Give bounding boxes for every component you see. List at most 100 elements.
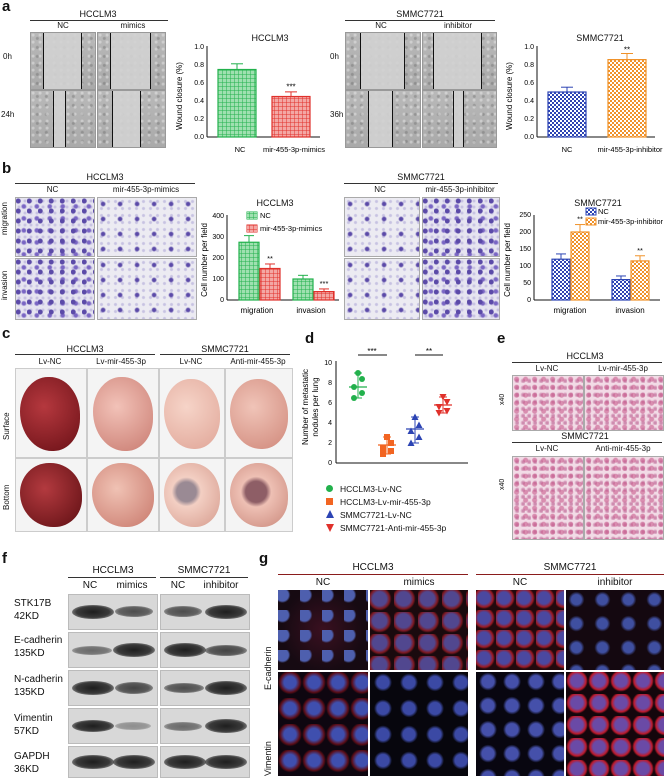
c-lung-bottom-3 [159,458,225,532]
g-col3: NC [512,577,528,588]
b-right-group-2: invasion [615,306,644,315]
f-lane3: NC [170,580,186,591]
b-right-group-1: migration [554,306,587,315]
a-left-bars: *** [217,63,311,138]
f-group1: HCCLM3 [92,565,134,576]
sig-label: *** [320,279,329,288]
point-SMMC7721-Anti-mir-455-3p [443,399,451,406]
a-right-ylabel: Wound closure (%) [505,62,514,130]
e-rule1 [512,362,662,363]
e-group2: SMMC7721 [561,431,609,441]
b-left-ylabel: Cell number per field [200,223,209,297]
a-right-row2: 36h [330,110,344,119]
f-blot-4a [68,708,158,744]
legend-item: HCCLM3-Lv-mir-455-3p [340,497,431,507]
g-img-ecad-smmc-nc [476,590,564,670]
f-rule2 [160,577,248,578]
f-blot-5a [68,746,158,778]
panel-f-label: f [2,550,7,567]
ytick: 1.0 [524,44,534,51]
point-SMMC7721-Lv-NC [407,427,415,434]
bar-migration-NC [238,241,260,301]
legend-inv-triangle-icon [326,524,334,532]
ytick: 100 [519,263,531,270]
a-left-yticks: 0.0 0.2 0.4 0.6 0.8 1.0 [194,44,204,141]
ytick: 4 [328,420,332,427]
bar-migration-mir-455-3p-mimics [259,267,281,301]
f-blot-2b [160,632,250,668]
e-col2: Lv-mir-455-3p [598,364,648,373]
panel-d-label: d [305,330,315,347]
b-left-group-2: invasion [296,306,325,315]
e-rule2 [512,442,662,443]
ytick: 250 [519,212,531,219]
g-img-vim-hcclm3-mimics [370,672,468,776]
f-blot-1a [68,594,158,630]
a-left-xcat-1: NC [235,145,246,154]
a-right-chart-title: SMMC7721 [576,33,624,43]
b-right-nc-migration-image [344,197,420,257]
ytick: 0.0 [524,134,534,141]
e-mag-1: x40 [499,393,506,405]
b-left-cell-line: HCCLM3 [86,172,124,182]
a-left-row1: 0h [3,52,12,61]
g-rule1 [278,574,468,575]
point-HCCLM3-Lv-NC [359,376,365,382]
ytick: 200 [519,229,531,236]
ytick: 50 [523,280,531,287]
point-HCCLM3-Lv-NC [359,390,365,396]
transwell-chart-hcclm3: Cell number per field 0 100 200 300 400 … [200,211,339,315]
b-left-row1: migration [0,202,9,235]
f-blot-3b [160,670,250,706]
f-blot-5b [160,746,250,778]
f-rule1 [68,577,156,578]
b-left-group-1: migration [241,306,274,315]
e-mag-2: x40 [499,478,506,490]
panel-c-label: c [2,325,11,342]
f-protein-5: GAPDH 36KD [14,751,50,775]
a-right-nc-0h-image [345,32,421,90]
f-protein-3: N-cadherin 135KD [14,674,63,698]
point-HCCLM3-Lv-mir-455-3p [380,445,386,451]
g-row1: E-cadherin [263,646,273,690]
b-right-bars: ** ** [551,215,650,301]
f-blot-3a [68,670,158,706]
panel-b-label: b [2,160,12,177]
c-row2: Bottom [2,484,11,510]
a-left-chart-title: HCCLM3 [251,33,289,43]
point-SMMC7721-Anti-mir-455-3p [443,408,451,415]
g-group1: HCCLM3 [352,562,394,573]
ytick: 0 [220,297,224,304]
sig-label: ** [624,46,630,55]
c-lung-surface-2 [87,368,159,458]
ytick: 6 [328,400,332,407]
a-right-col1: NC [375,21,387,30]
c-lung-surface-3 [159,368,225,458]
c-lung-surface-1 [15,368,87,458]
e-col4: Anti-mir-455-3p [595,444,651,453]
sig-label: *** [286,83,295,92]
c-col2: Lv-mir-455-3p [96,357,146,366]
a-right-col2: inhibitor [443,21,472,30]
ytick: 150 [519,246,531,253]
point-SMMC7721-Lv-NC [415,421,423,428]
b-right-legend: NC mir-455-3p-inhibitor [585,207,664,226]
c-col3: Lv-NC [179,357,203,366]
legend-item: SMMC7721-Lv-NC [340,510,412,520]
c-col1: Lv-NC [38,357,62,366]
legend-item: mir-455-3p-mimics [260,224,322,233]
d-sig-brackets: *** ** [358,347,443,356]
ytick: 1.0 [194,44,204,51]
a-left-col1: NC [57,21,69,30]
ytick: 0.2 [524,116,534,123]
b-right-rule [344,183,498,184]
wound-closure-chart-hcclm3: Wound closure (%) 0.0 0.2 0.4 0.6 0.8 1.… [175,44,325,154]
a-right-inhibitor-36h-image [422,90,497,148]
b-right-cell-line: SMMC7721 [397,172,445,182]
c-lung-bottom-1 [15,458,87,532]
b-left-chart-title: HCCLM3 [256,198,294,208]
g-group2: SMMC7721 [543,562,597,573]
g-img-vim-hcclm3-nc [278,672,368,776]
e-histo-smmc-lvnc [512,456,584,540]
ytick: 0.8 [194,62,204,69]
